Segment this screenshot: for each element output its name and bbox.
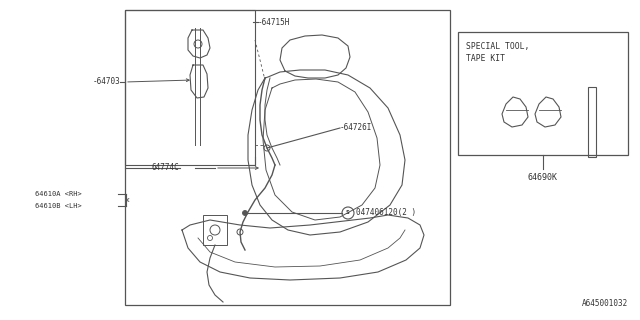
Bar xyxy=(588,87,596,157)
Bar xyxy=(458,32,628,155)
Text: 64774C: 64774C xyxy=(152,164,180,172)
Text: A645001032: A645001032 xyxy=(582,299,628,308)
Text: 64690K: 64690K xyxy=(528,173,558,182)
Text: 64610A <RH>: 64610A <RH> xyxy=(35,191,82,197)
Text: S: S xyxy=(346,211,350,215)
Text: 64610B <LH>: 64610B <LH> xyxy=(35,203,82,209)
Text: -64726I: -64726I xyxy=(340,124,372,132)
Text: TAPE KIT: TAPE KIT xyxy=(466,54,505,63)
Bar xyxy=(203,215,227,245)
Text: 047406120(2 ): 047406120(2 ) xyxy=(356,209,416,218)
Bar xyxy=(125,10,450,305)
Bar xyxy=(125,10,255,165)
Text: SPECIAL TOOL,: SPECIAL TOOL, xyxy=(466,42,529,51)
Text: -64715H: -64715H xyxy=(258,18,291,27)
Text: -64703: -64703 xyxy=(92,77,120,86)
Circle shape xyxy=(243,211,248,215)
